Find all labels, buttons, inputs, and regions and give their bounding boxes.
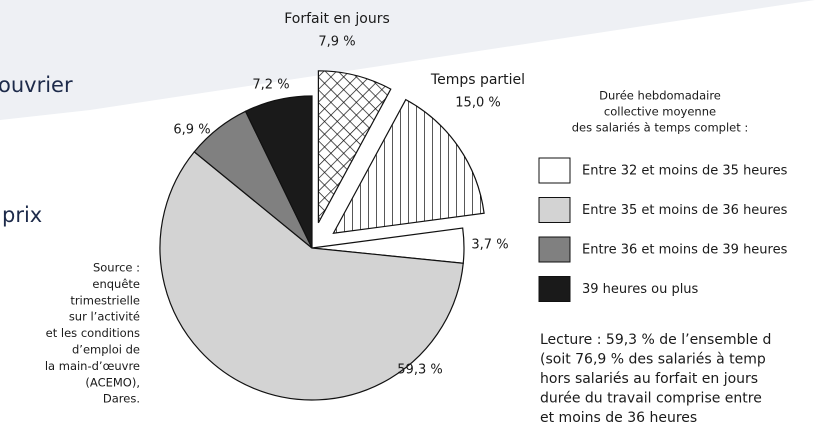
legend-title: Durée hebdomadaire xyxy=(599,89,721,103)
pie: Forfait en jours 7,9 % Temps partiel 15,0 %… xyxy=(159,11,525,401)
source-line: d’emploi de xyxy=(72,343,140,357)
legend-label: Entre 36 et moins de 39 heures xyxy=(582,243,788,258)
source-line: Source : xyxy=(93,261,140,275)
source-line: enquête xyxy=(92,277,140,291)
value-label: 7,9 % xyxy=(318,35,355,50)
value-label: 7,2 % xyxy=(252,78,289,93)
pie-slice xyxy=(244,95,313,249)
source-line: Dares. xyxy=(103,392,140,406)
source-line: et les conditions xyxy=(46,326,140,340)
legend-swatch xyxy=(538,236,571,263)
background-band xyxy=(0,0,815,120)
lecture-line: (soit 76,9 % des salariés à temp xyxy=(540,352,766,368)
pie-slice xyxy=(159,151,464,401)
value-label: 15,0 % xyxy=(455,96,500,111)
legend-label: Entre 32 et moins de 35 heures xyxy=(582,164,788,179)
legend-title: des salariés à temps complet : xyxy=(572,121,749,135)
source-line: (ACEMO), xyxy=(85,375,140,389)
legend-swatch xyxy=(538,197,571,223)
lecture-line: et moins de 36 heures xyxy=(540,410,697,426)
slice-label: Temps partiel xyxy=(430,72,525,88)
heading: prix xyxy=(2,203,42,227)
pie-slice xyxy=(317,70,392,224)
heading: ouvrier xyxy=(0,73,73,97)
lecture-line: Lecture : 59,3 % de l’ensemble d xyxy=(540,332,771,348)
legend-swatch xyxy=(538,276,571,302)
legend-title: collective moyenne xyxy=(604,105,716,119)
value-label: 3,7 % xyxy=(471,238,508,253)
legend: Durée hebdomadaire collective moyenne des … xyxy=(538,89,788,302)
source-note: Source : enquête trimestrielle sur l’activi… xyxy=(45,261,140,406)
source-line: sur l’activité xyxy=(69,310,140,324)
pie-slice xyxy=(332,98,485,235)
value-label: 6,9 % xyxy=(173,123,210,138)
value-label: 59,3 % xyxy=(397,363,442,378)
legend-swatch xyxy=(538,157,571,184)
source-line: trimestrielle xyxy=(70,293,140,307)
lecture-note: Lecture : 59,3 % de l’ensemble d (soit 76… xyxy=(540,332,771,426)
legend-label: 39 heures ou plus xyxy=(582,282,699,297)
lecture-line: hors salariés au forfait en jours xyxy=(540,371,758,387)
source-line: la main-d’œuvre xyxy=(45,359,140,373)
slice-label: Forfait en jours xyxy=(284,11,390,27)
lecture-line: durée du travail comprise entre xyxy=(540,391,762,407)
legend-label: Entre 35 et moins de 36 heures xyxy=(582,203,788,218)
